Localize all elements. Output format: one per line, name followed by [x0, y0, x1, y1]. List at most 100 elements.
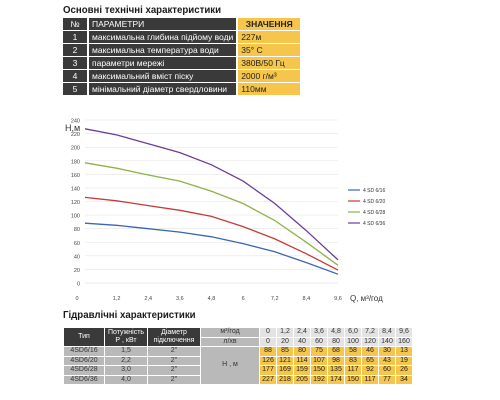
- flow-m3-cell: 3,6: [311, 328, 327, 337]
- specs-row-param: максимальна температура води: [89, 44, 239, 56]
- head-cell: 218: [277, 375, 293, 384]
- head-cell: 150: [311, 366, 327, 375]
- y-tick-label: 160: [71, 173, 80, 179]
- unit-ls-label: л/хв: [201, 337, 259, 346]
- flow-m3-cell: 2,4: [294, 328, 310, 337]
- head-cell: 117: [345, 366, 361, 375]
- specs-row-num: 1: [63, 31, 89, 43]
- legend-label: 4 SD 6/36: [363, 221, 385, 227]
- head-cell: 46: [362, 347, 378, 356]
- pump-power-cell: 3,0: [105, 366, 147, 375]
- flow-ls-cell: 160: [396, 337, 412, 346]
- head-cell: 80: [294, 347, 310, 356]
- y-tick-labels: 0 20 40 60 80 100 120 140 160 180 200 220 240: [71, 119, 80, 288]
- pump-type-cell: 4SD6/16: [64, 347, 104, 356]
- specs-row-num: 2: [63, 44, 89, 56]
- y-tick-label: 240: [71, 119, 80, 125]
- head-cell: 135: [328, 366, 344, 375]
- pump-diameter-cell: 2": [148, 347, 200, 356]
- pump-diameter-cell: 2": [148, 375, 200, 384]
- specs-row-param: максимальна глибина підйому води: [89, 31, 239, 43]
- head-cell: 174: [328, 375, 344, 384]
- hydraulic-table: Тип Потужність Р , кВт Діаметр підключен…: [63, 327, 413, 385]
- specs-row-num: 3: [63, 57, 89, 69]
- head-cell: 60: [379, 366, 395, 375]
- specs-row: 4 максимальний вміст піску 2000 г/м³: [63, 70, 301, 82]
- head-cell: 88: [260, 347, 276, 356]
- x-tick-label: 7,2: [271, 296, 279, 302]
- series-line: [84, 222, 339, 275]
- head-cell: 30: [379, 347, 395, 356]
- flow-ls-cell: 40: [294, 337, 310, 346]
- x-axis-label: Q, м³/год: [350, 294, 383, 303]
- head-cell: 98: [328, 356, 344, 365]
- head-cell: 107: [311, 356, 327, 365]
- y-axis-label: H,м: [65, 123, 80, 133]
- chart-grid: [85, 119, 338, 284]
- head-cell: 114: [294, 356, 310, 365]
- head-cell: 169: [277, 366, 293, 375]
- hydraulic-row: 4SD6/20 2,2 2" 126 121 114 107 98 83 65 …: [64, 356, 412, 365]
- unit-h-label: Н , м: [201, 347, 259, 384]
- specs-row-param: максимальний вміст піску: [89, 70, 239, 82]
- head-cell: 117: [362, 375, 378, 384]
- head-cell: 85: [277, 347, 293, 356]
- specs-row: 1 максимальна глибина підйому води 227м: [63, 31, 301, 43]
- specs-row-value: 35° С: [238, 44, 301, 56]
- section-title-specs: Основні технічні характеристики: [63, 4, 222, 16]
- head-cell: 58: [345, 347, 361, 356]
- pump-diameter-cell: 2": [148, 366, 200, 375]
- hydraulic-subheader-row: л/хв 0 20 40 60 80 100 120 140 160: [64, 337, 412, 346]
- head-cell: 177: [260, 366, 276, 375]
- flow-ls-cell: 80: [328, 337, 344, 346]
- flow-m3-cell: 6,0: [345, 328, 361, 337]
- col-diameter-header: Діаметр підключення: [148, 328, 200, 346]
- specs-header-num: №: [63, 18, 89, 30]
- x-tick-label: 9,6: [334, 296, 342, 302]
- flow-m3-cell: 7,2: [362, 328, 378, 337]
- x-tick-labels: 0 1,2 2,4 3,6 4,8 6 7,2 8,4 9,6: [75, 296, 341, 302]
- head-cell: 150: [345, 375, 361, 384]
- head-cell: 75: [311, 347, 327, 356]
- specs-row: 3 параметри мережі 380В/50 Гц: [63, 57, 301, 69]
- head-cell: 83: [345, 356, 361, 365]
- specs-row-num: 5: [63, 83, 89, 95]
- y-tick-label: 180: [71, 159, 80, 165]
- head-cell: 26: [396, 366, 412, 375]
- flow-ls-cell: 120: [362, 337, 378, 346]
- col-type-header: Тип: [64, 328, 104, 346]
- y-tick-label: 60: [74, 241, 80, 247]
- specs-header-value: ЗНАЧЕННЯ: [238, 18, 301, 30]
- flow-ls-cell: 140: [379, 337, 395, 346]
- specs-table: № ПАРАМЕТРИ ЗНАЧЕННЯ 1 максимальна глиби…: [63, 17, 301, 96]
- pump-power-cell: 4,0: [105, 375, 147, 384]
- x-tick-label: 8,4: [303, 296, 311, 302]
- specs-row-value: 110мм: [238, 83, 301, 95]
- legend-label: 4 SD 6/20: [363, 199, 385, 205]
- flow-m3-cell: 1,2: [277, 328, 293, 337]
- hydraulic-row: 4SD6/28 3,0 2" 177 169 159 150 135 117 9…: [64, 366, 412, 375]
- pump-type-cell: 4SD6/28: [64, 366, 104, 375]
- flow-m3-cell: 4,8: [328, 328, 344, 337]
- series-line: [84, 162, 339, 266]
- flow-ls-cell: 100: [345, 337, 361, 346]
- head-cell: 192: [311, 375, 327, 384]
- x-tick-label: 3,6: [176, 296, 184, 302]
- x-tick-label: 6: [242, 296, 245, 302]
- performance-chart: 0 20 40 60 80 100 120 140 160 180 200 220 240 0 1,2 2,…: [65, 119, 385, 304]
- specs-row: 5 мінімальний діаметр свердловини 110мм: [63, 83, 301, 95]
- y-tick-label: 40: [74, 254, 80, 260]
- hydraulic-row: 4SD6/36 4,0 2" 227 218 205 192 174 150 1…: [64, 375, 412, 384]
- flow-ls-cell: 60: [311, 337, 327, 346]
- head-cell: 68: [328, 347, 344, 356]
- head-cell: 34: [396, 375, 412, 384]
- flow-m3-cell: 0: [260, 328, 276, 337]
- head-cell: 77: [379, 375, 395, 384]
- flow-m3-cell: 8,4: [379, 328, 395, 337]
- hydraulic-row: 4SD6/16 1,5 2" Н , м 88 85 80 75 68 58 4…: [64, 347, 412, 384]
- head-cell: 159: [294, 366, 310, 375]
- specs-row-param: параметри мережі: [89, 57, 239, 69]
- head-cell: 121: [277, 356, 293, 365]
- chart-series: [84, 128, 339, 275]
- head-cell: 205: [294, 375, 310, 384]
